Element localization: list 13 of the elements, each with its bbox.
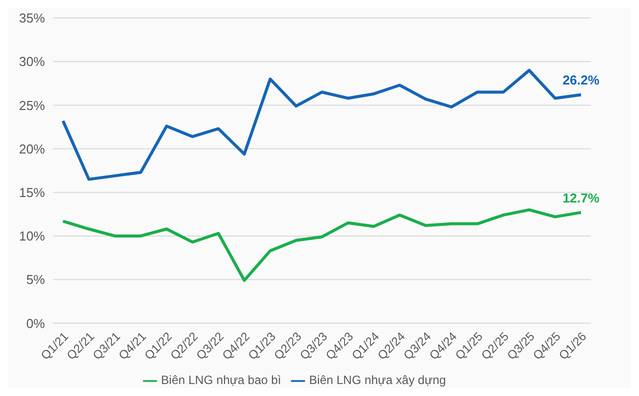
line-series: [62, 208, 582, 282]
legend-label: Biên LNG nhựa xây dựng: [309, 373, 446, 388]
y-tick-label: 15%: [18, 185, 46, 200]
y-tick-label: 30%: [18, 54, 46, 70]
y-tick-label: 35%: [18, 10, 46, 26]
data-label: 26.2%: [562, 72, 600, 88]
y-tick-label: 0%: [26, 316, 46, 331]
data-label: 12.7%: [562, 190, 600, 206]
y-tick-label: 20%: [18, 141, 46, 156]
y-tick-label: 10%: [18, 228, 46, 244]
y-tick-label: 25%: [18, 98, 46, 113]
y-tick-label: 5%: [26, 272, 46, 288]
legend-label: Biên LNG nhựa bao bì: [161, 373, 282, 388]
